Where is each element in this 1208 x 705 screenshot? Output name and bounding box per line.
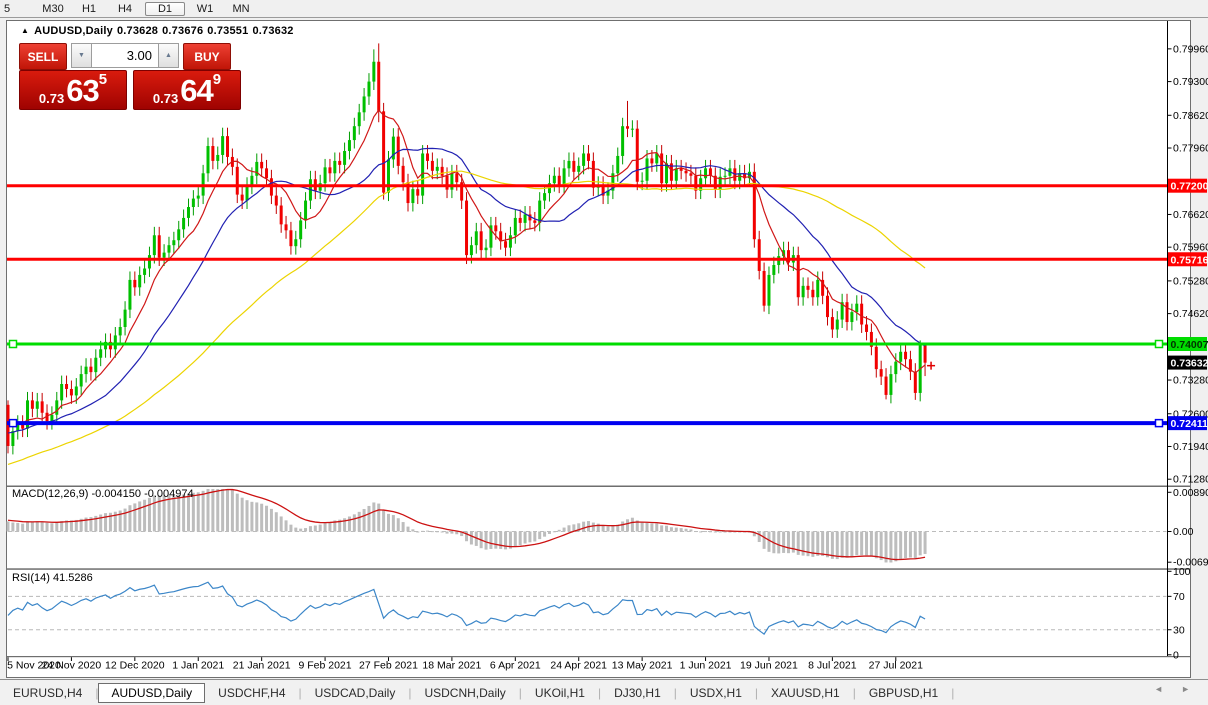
candlesticks [7,43,927,454]
macd-label: MACD(12,26,9) -0.004150 -0.004974 [12,488,194,500]
panel-separator[interactable] [7,486,1191,488]
chart-tab-eurusd-h4[interactable]: EURUSD,H4 [0,684,95,702]
rsi-label: RSI(14) 41.5286 [12,572,93,584]
date-tick-label: 8 Jul 2021 [808,660,857,672]
scroll-right-icon[interactable]: ► [1181,684,1190,694]
chart-tab-ukoil-h1[interactable]: UKOil,H1 [522,684,598,702]
chart-tab-xauusd-h1[interactable]: XAUUSD,H1 [758,684,853,702]
price-tick-label: 0.76620 [1173,209,1208,221]
price-tick-label: 0.74620 [1173,308,1208,320]
chart-tab-usdchf-h4[interactable]: USDCHF,H4 [205,684,298,702]
svg-text:0.75716: 0.75716 [1171,254,1208,266]
tab-scroll-arrows: ◄ ► [1154,684,1190,694]
rsi-tick-label: 100 [1173,566,1191,578]
price-tick-label: 0.71940 [1173,441,1208,453]
date-tick-label: 13 May 2021 [612,660,673,672]
level-handle[interactable] [10,341,17,348]
rsi-tick-label: 70 [1173,591,1185,603]
price-tick-label: 0.73280 [1173,375,1208,387]
price-tick-label: 0.77960 [1173,143,1208,155]
chart-canvas[interactable]: 0.79960 0.79300 0.78620 0.77960 0.76620 0.759… [0,0,1208,679]
scroll-left-icon[interactable]: ◄ [1154,684,1163,694]
date-tick-label: 21 Jan 2021 [233,660,291,672]
rsi-line [8,582,925,634]
ma-21-line [8,148,925,433]
price-tick-label: 0.75280 [1173,275,1208,287]
chart-tab-audusd-daily[interactable]: AUDUSD,Daily [98,683,205,703]
date-tick-label: 24 Nov 2020 [42,660,102,672]
macd-tick-label: 0.008903 [1173,487,1208,499]
date-tick-label: 19 Jun 2021 [740,660,798,672]
svg-text:0.73632: 0.73632 [1171,358,1208,370]
macd-histogram [7,489,927,563]
chart-tab-dj30-h1[interactable]: DJ30,H1 [601,684,674,702]
chart-svg: 0.79960 0.79300 0.78620 0.77960 0.76620 0.759… [0,0,1208,679]
panel-separator[interactable] [7,568,1191,570]
chart-tab-usdx-h1[interactable]: USDX,H1 [677,684,755,702]
date-tick-label: 6 Apr 2021 [490,660,541,672]
date-tick-label: 12 Dec 2020 [105,660,165,672]
chart-tab-gbpusd-h1[interactable]: GBPUSD,H1 [856,684,951,702]
date-tick-label: 1 Jun 2021 [680,660,732,672]
ma-8-line [8,110,925,423]
date-tick-label: 9 Feb 2021 [298,660,351,672]
svg-text:0.74007: 0.74007 [1171,339,1208,351]
date-tick-label: 27 Feb 2021 [359,660,418,672]
price-tick-label: 0.75960 [1173,242,1208,254]
tab-divider: | [951,686,954,700]
price-tick-label: 0.78620 [1173,110,1208,122]
svg-text:0.72411: 0.72411 [1171,418,1208,430]
price-tick-label: 0.79300 [1173,76,1208,88]
svg-text:0.77200: 0.77200 [1171,181,1208,193]
price-tick-label: 0.71280 [1173,474,1208,486]
date-tick-label: 24 Apr 2021 [550,660,607,672]
rsi-tick-label: 0 [1173,649,1179,661]
date-tick-label: 27 Jul 2021 [869,660,923,672]
date-tick-label: 1 Jan 2021 [172,660,224,672]
panel-separator[interactable] [7,656,1191,657]
date-tick-label: 18 Mar 2021 [422,660,481,672]
level-handle[interactable] [10,420,17,427]
price-tick-label: 0.79960 [1173,43,1208,55]
rsi-tick-label: 30 [1173,624,1185,636]
chart-tab-usdcad-daily[interactable]: USDCAD,Daily [302,684,409,702]
macd-tick-label: 0.00 [1173,526,1194,538]
chart-tab-usdcnh-daily[interactable]: USDCNH,Daily [411,684,518,702]
level-handle[interactable] [1156,341,1163,348]
level-handle[interactable] [1156,420,1163,427]
